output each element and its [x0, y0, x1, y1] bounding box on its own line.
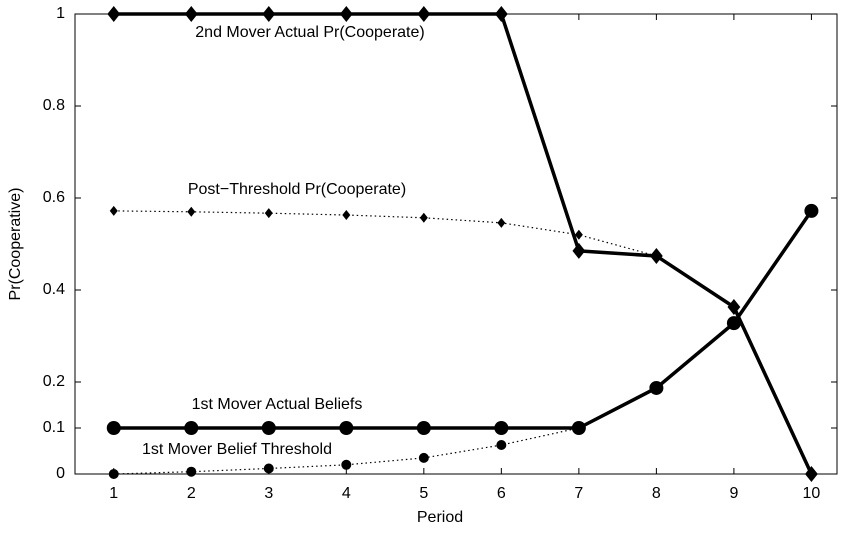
diamond-marker [652, 250, 661, 261]
diamond-marker [574, 229, 583, 240]
y-tick-label: 0.6 [43, 189, 65, 206]
diamond-marker [419, 212, 428, 223]
diamond-marker [339, 6, 353, 22]
diamond-marker [342, 210, 351, 221]
circle-marker [726, 316, 741, 331]
x-tick-label: 1 [109, 485, 118, 502]
circle-marker [416, 421, 431, 435]
y-tick-label: 0.8 [43, 97, 65, 114]
x-tick-label: 5 [419, 485, 428, 502]
circle-marker [804, 203, 819, 218]
x-axis-label: Period [417, 509, 463, 526]
x-tick-label: 2 [187, 485, 196, 502]
series-line [113, 12, 814, 475]
y-tick-label: 1 [56, 5, 65, 22]
circle-marker [106, 421, 121, 435]
diamond-marker [497, 217, 506, 228]
y-tick-label: 0 [56, 465, 65, 482]
circle-marker [496, 440, 507, 451]
circle-marker [184, 421, 199, 435]
x-tick-label: 6 [497, 485, 506, 502]
circle-marker [339, 421, 354, 435]
x-tick-label: 7 [574, 485, 583, 502]
circle-marker [263, 463, 274, 474]
diamond-marker [727, 299, 741, 316]
diamond-marker [109, 205, 118, 216]
plot-frame [74, 13, 838, 475]
series-label: 1st Mover Actual Beliefs [192, 396, 363, 413]
diamond-marker [494, 6, 508, 22]
diamond-marker [417, 6, 431, 22]
circle-marker [573, 423, 584, 433]
x-tick-label: 3 [264, 485, 273, 502]
diamond-marker [572, 242, 586, 259]
series-label: 2nd Mover Actual Pr(Cooperate) [195, 24, 424, 41]
y-tick-label: 0.2 [43, 373, 65, 390]
circle-marker [418, 452, 429, 463]
x-tick-label: 8 [652, 485, 661, 502]
series-line [113, 210, 657, 257]
circle-marker [261, 421, 276, 435]
diamond-marker [264, 208, 273, 219]
diamond-marker [107, 6, 121, 22]
circle-marker [186, 466, 197, 477]
series-label: 1st Mover Belief Threshold [142, 441, 332, 458]
diamond-marker [187, 206, 196, 217]
x-tick-label: 4 [342, 485, 351, 502]
x-tick-label: 10 [803, 485, 821, 502]
series-label: Post−Threshold Pr(Cooperate) [188, 181, 406, 198]
diamond-marker [805, 466, 818, 482]
circle-marker [108, 469, 119, 479]
y-tick-label: 0.4 [43, 281, 65, 298]
diamond-marker [184, 6, 198, 22]
circle-marker [649, 380, 664, 395]
series-line [113, 209, 813, 430]
x-tick-label: 9 [729, 485, 738, 502]
circle-marker [341, 459, 352, 470]
y-tick-label: 0.1 [43, 419, 65, 436]
diamond-marker [262, 6, 276, 22]
y-axis-label: Pr(Cooperative) [7, 188, 24, 301]
circle-marker [494, 421, 509, 435]
